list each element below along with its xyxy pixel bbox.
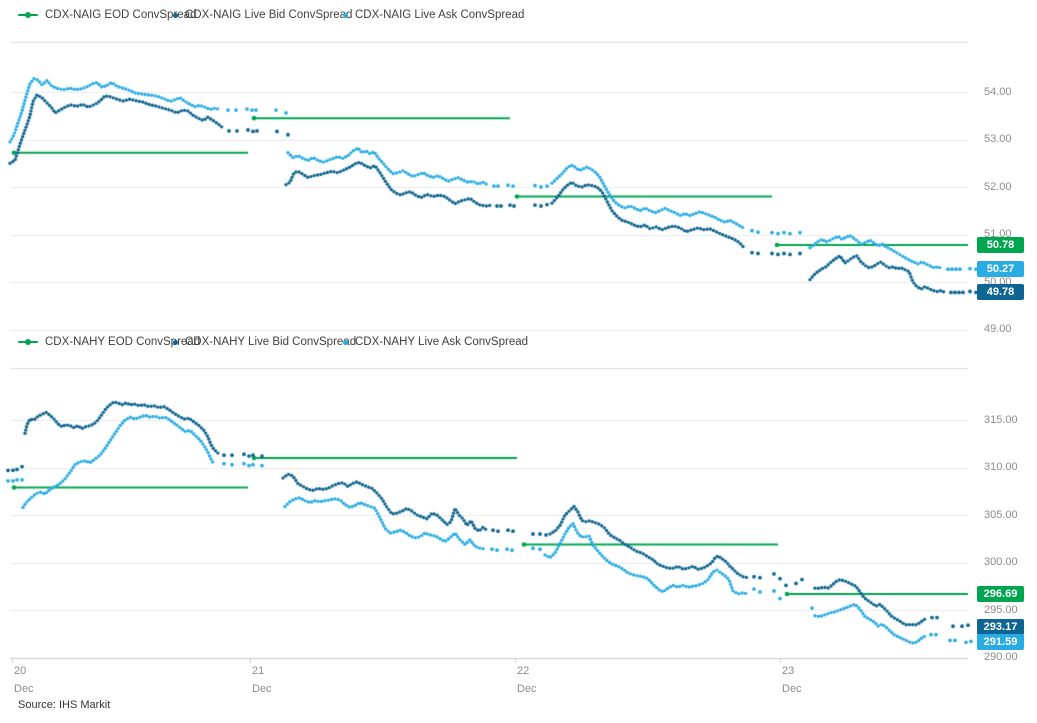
value-badge: 291.59 <box>977 634 1024 651</box>
legend-label: CDX-NAIG EOD ConvSpread <box>45 9 197 21</box>
ask-dot-marker-icon <box>343 12 348 18</box>
y-tick-label: 295.00 <box>984 603 1018 616</box>
x-tick-label-month: Dec <box>517 683 537 695</box>
y-tick-label: 52.00 <box>984 180 1012 193</box>
bid-dot-marker-icon <box>173 12 178 18</box>
legend-item-nahy-ask[interactable]: CDX-NAHY Live Ask ConvSpread <box>343 334 528 350</box>
x-tick-label-day: 22 <box>517 665 530 677</box>
legend-label: CDX-NAIG Live Bid ConvSpread <box>185 9 353 21</box>
y-tick-label: 300.00 <box>984 556 1018 568</box>
x-tick-label-day: 21 <box>252 665 265 677</box>
legend-item-naig-bid[interactable]: CDX-NAIG Live Bid ConvSpread <box>173 7 352 23</box>
legend-item-naig-eod[interactable]: CDX-NAIG EOD ConvSpread <box>18 7 196 23</box>
y-tick-label: 49.00 <box>984 323 1012 335</box>
value-badge: 296.69 <box>977 585 1024 602</box>
legend-item-nahy-eod[interactable]: CDX-NAHY EOD ConvSpread <box>18 334 200 350</box>
x-tick-label-day: 20 <box>14 665 27 677</box>
legend-label: CDX-NAHY Live Bid ConvSpread <box>185 336 357 348</box>
value-badge: 50.27 <box>977 261 1024 278</box>
legend-item-naig-ask[interactable]: CDX-NAIG Live Ask ConvSpread <box>343 7 524 23</box>
legend-naig: CDX-NAIG EOD ConvSpread CDX-NAIG Live Bi… <box>0 7 1037 23</box>
x-tick-label-month: Dec <box>252 683 272 695</box>
value-badge: 50.78 <box>977 236 1024 253</box>
y-tick-label: 290.00 <box>984 651 1018 663</box>
legend-nahy: CDX-NAHY EOD ConvSpread CDX-NAHY Live Bi… <box>0 334 1037 350</box>
y-tick-label: 54.00 <box>984 85 1012 98</box>
value-badge: 49.78 <box>977 284 1024 301</box>
source-note: Source: IHS Markit <box>18 699 111 711</box>
x-tick-label-month: Dec <box>14 683 34 695</box>
y-tick-label: 305.00 <box>984 508 1018 521</box>
y-tick-label: 53.00 <box>984 133 1012 145</box>
legend-label: CDX-NAHY Live Ask ConvSpread <box>355 336 528 348</box>
value-badge: 293.17 <box>977 619 1024 636</box>
bid-dot-marker-icon <box>173 339 178 345</box>
x-tick-label-day: 23 <box>782 665 795 677</box>
y-tick-label: 310.00 <box>984 461 1018 473</box>
legend-label: CDX-NAIG Live Ask ConvSpread <box>355 9 525 21</box>
y-tick-label: 315.00 <box>984 413 1018 426</box>
legend-item-nahy-bid[interactable]: CDX-NAHY Live Bid ConvSpread <box>173 334 356 350</box>
eod-line-marker-icon <box>18 339 38 345</box>
x-tick-label-month: Dec <box>782 683 802 695</box>
eod-line-marker-icon <box>18 12 38 18</box>
legend-label: CDX-NAHY EOD ConvSpread <box>45 336 201 348</box>
ask-dot-marker-icon <box>343 339 348 345</box>
